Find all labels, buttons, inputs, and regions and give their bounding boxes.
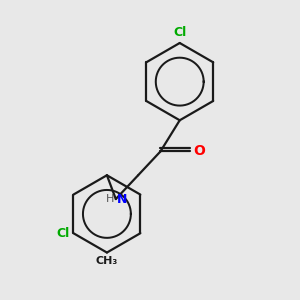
Text: Cl: Cl	[57, 227, 70, 240]
Text: N: N	[117, 193, 128, 206]
Text: Cl: Cl	[173, 26, 186, 39]
Text: H: H	[106, 194, 114, 204]
Text: O: O	[194, 145, 206, 158]
Text: CH₃: CH₃	[96, 256, 118, 266]
